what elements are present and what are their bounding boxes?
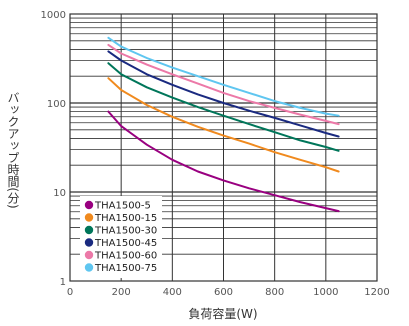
y-axis-title: バックアップ時間(分) <box>6 91 20 208</box>
series-lines <box>107 36 340 213</box>
y-tick-label: 10 <box>53 188 66 199</box>
legend-label: THA1500-60 <box>94 251 157 262</box>
x-tick-label: 200 <box>112 287 131 298</box>
y-tick-label: 1 <box>60 277 66 288</box>
y-axis-ticks: 1 10 100 1000 <box>41 10 66 288</box>
legend-box <box>80 196 162 278</box>
legend-label: THA1500-75 <box>94 263 157 274</box>
legend-label: THA1500-30 <box>94 226 157 237</box>
legend-marker <box>84 213 94 222</box>
series-line-tha1500-60 <box>107 43 340 126</box>
series-line-tha1500-45 <box>107 50 340 138</box>
x-tick-label: 800 <box>265 287 284 298</box>
x-tick-label: 0 <box>67 287 73 298</box>
y-tick-label: 1000 <box>41 10 66 21</box>
legend-label: THA1500-45 <box>94 238 157 249</box>
x-tick-label: 400 <box>163 287 182 298</box>
legend-marker <box>84 238 94 247</box>
x-axis-ticks: 0 200 400 600 800 1000 1200 <box>67 287 390 298</box>
series-line-tha1500-75 <box>107 36 340 117</box>
legend-marker <box>84 250 94 260</box>
series-line-tha1500-15 <box>107 77 340 173</box>
legend-marker <box>84 263 94 272</box>
x-tick-label: 600 <box>214 287 233 298</box>
x-axis-title: 負荷容量(W) <box>188 306 257 321</box>
legend-label: THA1500-5 <box>94 201 151 212</box>
series-line-tha1500-30 <box>107 62 340 152</box>
legend-marker <box>84 200 94 210</box>
x-tick-label: 1000 <box>313 287 338 298</box>
x-tick-label: 1200 <box>364 287 389 298</box>
legend-marker <box>84 225 94 235</box>
y-tick-label: 100 <box>47 99 66 110</box>
series-line-tha1500-5 <box>107 110 340 213</box>
plot-frame <box>69 13 378 282</box>
legend-label: THA1500-15 <box>94 213 157 224</box>
